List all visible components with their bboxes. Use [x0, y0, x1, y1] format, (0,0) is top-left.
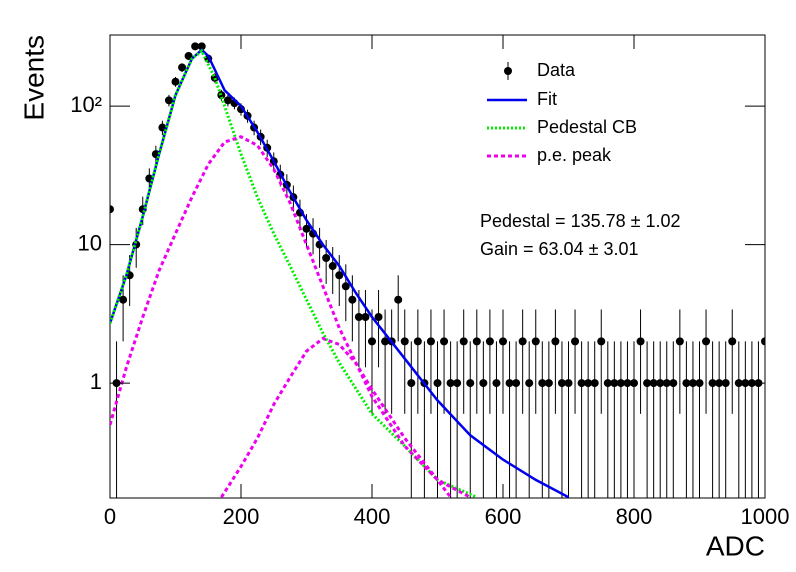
curve [110, 48, 478, 498]
data-point [505, 379, 514, 388]
data-point [662, 379, 671, 388]
data-point [643, 379, 652, 388]
x-axis-title: ADC [706, 530, 765, 561]
data-point [110, 205, 114, 214]
curve [110, 48, 570, 498]
data-point [512, 379, 521, 388]
data-point [630, 379, 638, 388]
data-point [479, 379, 488, 388]
data-point [354, 312, 363, 321]
data-point [616, 379, 625, 388]
legend-label: p.e. peak [537, 145, 612, 165]
data-point [368, 337, 376, 346]
legend-label: Pedestal CB [537, 117, 637, 137]
data-point [413, 337, 422, 346]
data-point [407, 379, 416, 388]
data-point [499, 337, 507, 346]
data-point [557, 379, 566, 388]
data-point [466, 379, 475, 388]
x-tick-label: 400 [354, 504, 391, 529]
data-point [164, 96, 173, 105]
data-point [623, 379, 632, 388]
data-point [675, 337, 684, 346]
data-point [584, 379, 593, 388]
x-tick-label: 0 [104, 504, 116, 529]
data-point [302, 224, 311, 233]
data-point [178, 63, 187, 72]
data-point [688, 379, 697, 388]
data-point [472, 337, 481, 346]
data-point [531, 337, 540, 346]
data-point [669, 379, 678, 388]
data-point [191, 42, 200, 51]
data-point [119, 295, 128, 304]
legend-marker [504, 67, 512, 75]
data-point [335, 271, 344, 280]
data-point [381, 337, 390, 346]
data-point [649, 379, 658, 388]
data-point [453, 379, 462, 388]
data-point [217, 91, 226, 100]
data-point [551, 337, 560, 346]
data-point [702, 337, 711, 346]
data-point [446, 379, 455, 388]
data-point [597, 337, 606, 346]
data-point [361, 312, 370, 321]
data-point [715, 379, 724, 388]
data-point [440, 337, 449, 346]
data-point [577, 379, 586, 388]
data-point [459, 337, 468, 346]
data-point [426, 337, 435, 346]
plot-area [110, 42, 765, 498]
data-point [328, 262, 337, 271]
data-point [590, 379, 599, 388]
legend-label: Fit [537, 89, 557, 109]
data-point [492, 379, 501, 388]
x-tick-label: 600 [485, 504, 522, 529]
y-axis-title: Events [18, 35, 49, 121]
data-point [761, 337, 765, 346]
data-point [695, 379, 704, 388]
y-tick-label: 1 [90, 369, 102, 394]
data-point [341, 282, 350, 291]
data-point [433, 379, 442, 388]
data-point [518, 337, 527, 346]
x-tick-label: 800 [616, 504, 653, 529]
data-point [682, 379, 691, 388]
data-point [400, 337, 409, 346]
data-point [610, 379, 619, 388]
data-point [348, 295, 357, 304]
data-point [197, 42, 206, 51]
data-point [656, 379, 665, 388]
data-point [708, 379, 717, 388]
y-tick-label: 10² [70, 92, 102, 117]
annotation: Pedestal = 135.78 ± 1.02 [480, 211, 681, 231]
legend-label: Data [537, 60, 576, 80]
data-point [544, 379, 553, 388]
x-tick-label: 1000 [741, 504, 790, 529]
data-point [394, 295, 403, 304]
curve [110, 135, 471, 498]
data-point [564, 379, 573, 388]
data-point [223, 96, 232, 105]
x-tick-label: 200 [223, 504, 260, 529]
data-point [485, 337, 494, 346]
data-point [525, 379, 534, 388]
y-tick-label: 10 [78, 230, 102, 255]
data-point [538, 379, 547, 388]
annotation: Gain = 63.04 ± 3.01 [480, 239, 639, 259]
data-point [374, 312, 383, 321]
data-point [721, 379, 730, 388]
data-point [734, 379, 743, 388]
data-point [571, 337, 580, 346]
data-point [603, 379, 612, 388]
data-point [322, 254, 331, 263]
data-point [171, 77, 180, 86]
data-point [636, 337, 645, 346]
data-point [728, 337, 737, 346]
